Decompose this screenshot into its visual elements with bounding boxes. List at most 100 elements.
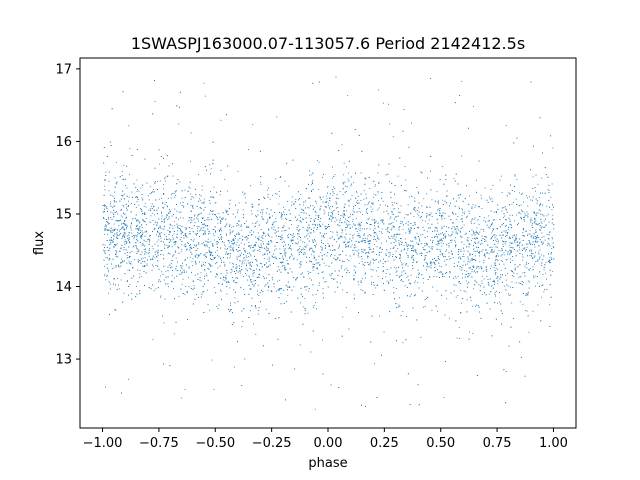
- data-point: [169, 264, 171, 266]
- data-point: [402, 267, 403, 269]
- data-point: [183, 245, 185, 247]
- data-point: [517, 241, 519, 243]
- data-point: [279, 258, 281, 259]
- data-point: [249, 310, 251, 312]
- data-point: [347, 172, 349, 174]
- data-point: [465, 280, 467, 282]
- data-point: [535, 232, 537, 233]
- data-point: [283, 225, 285, 227]
- data-point: [106, 228, 108, 230]
- data-point: [532, 199, 533, 201]
- data-point: [138, 250, 140, 252]
- data-point: [373, 262, 374, 264]
- data-point: [305, 188, 307, 189]
- data-point: [207, 245, 208, 247]
- data-point: [368, 240, 370, 242]
- data-point: [236, 241, 238, 243]
- data-point: [538, 212, 540, 214]
- data-point: [378, 200, 379, 202]
- data-point: [389, 273, 391, 275]
- data-point: [197, 257, 199, 259]
- data-point: [542, 243, 544, 244]
- data-point: [498, 250, 500, 251]
- data-point: [122, 223, 124, 224]
- data-point: [208, 263, 210, 264]
- data-point: [338, 214, 339, 215]
- data-point: [443, 276, 445, 277]
- data-point: [395, 288, 397, 289]
- data-point: [302, 218, 304, 220]
- data-point: [160, 240, 162, 242]
- data-point: [272, 279, 274, 281]
- data-point: [478, 267, 480, 269]
- data-point: [280, 176, 282, 177]
- data-point: [197, 228, 199, 230]
- data-point: [417, 282, 419, 283]
- data-point: [255, 259, 256, 260]
- data-point: [299, 263, 301, 265]
- data-point: [345, 229, 347, 231]
- data-point: [468, 274, 470, 276]
- data-point: [342, 213, 344, 215]
- data-point: [107, 249, 109, 251]
- data-point: [543, 235, 545, 237]
- data-point: [453, 290, 455, 292]
- data-point: [548, 260, 550, 262]
- data-point: [442, 199, 444, 201]
- data-point: [408, 255, 409, 257]
- data-point: [449, 258, 451, 260]
- data-point: [367, 238, 368, 240]
- data-point: [369, 262, 371, 264]
- data-point: [192, 205, 194, 206]
- data-point: [402, 310, 404, 312]
- data-point: [153, 209, 155, 211]
- data-point: [438, 208, 440, 210]
- data-point: [503, 241, 505, 243]
- data-point: [430, 170, 431, 172]
- data-point: [243, 289, 245, 290]
- data-point: [466, 270, 468, 272]
- data-point: [204, 220, 206, 221]
- data-point: [248, 275, 250, 277]
- data-point: [106, 226, 107, 228]
- data-point: [483, 262, 485, 264]
- data-point: [229, 224, 231, 226]
- data-point: [341, 265, 343, 267]
- data-point: [418, 215, 420, 217]
- data-point: [104, 230, 106, 231]
- data-point: [185, 258, 187, 260]
- data-point: [219, 216, 221, 218]
- data-point: [110, 239, 112, 241]
- data-point: [281, 241, 283, 243]
- data-point: [475, 230, 477, 232]
- data-point: [291, 224, 292, 226]
- data-point: [334, 291, 336, 293]
- data-point: [472, 266, 474, 268]
- data-point: [479, 290, 481, 292]
- data-point: [257, 232, 259, 234]
- data-point: [175, 195, 177, 196]
- data-point: [269, 217, 270, 219]
- data-point: [121, 228, 123, 230]
- data-point: [522, 229, 524, 231]
- data-point: [204, 230, 206, 232]
- data-point: [399, 244, 400, 246]
- data-point: [287, 289, 288, 291]
- data-point: [358, 249, 360, 251]
- data-point: [254, 249, 256, 251]
- data-point: [112, 212, 114, 214]
- data-point: [220, 237, 222, 239]
- data-point: [202, 286, 204, 287]
- data-point: [305, 200, 307, 202]
- data-point: [319, 209, 321, 211]
- data-point: [427, 236, 428, 237]
- data-point: [260, 212, 262, 213]
- data-point: [132, 196, 133, 198]
- data-point: [188, 186, 190, 188]
- data-point: [214, 251, 216, 253]
- data-point: [124, 232, 126, 234]
- data-point: [544, 289, 545, 291]
- data-point: [264, 198, 266, 199]
- data-point: [391, 182, 393, 184]
- data-point: [419, 273, 421, 275]
